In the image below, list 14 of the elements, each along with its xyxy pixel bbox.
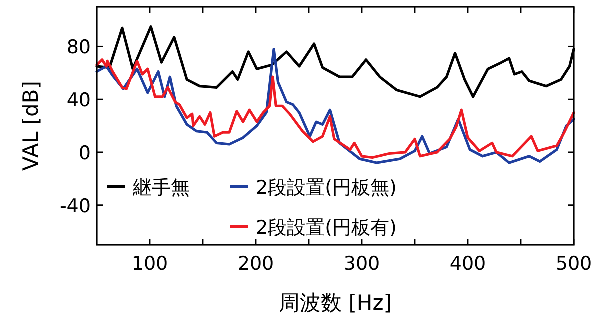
- legend-label: 2段設置(円板無): [256, 177, 397, 199]
- legend-label: 継手無: [132, 177, 190, 199]
- y-tick-label: 0: [78, 142, 91, 164]
- y-tick-label: 80: [66, 36, 91, 59]
- x-tick-label: 100: [132, 253, 168, 275]
- x-tick-label: 300: [344, 253, 380, 275]
- y-tick-label: 40: [66, 90, 91, 112]
- x-tick-label: 500: [556, 253, 592, 275]
- x-tick-label: 200: [238, 253, 274, 275]
- x-axis-title: 周波数 [Hz]: [279, 291, 392, 315]
- x-tick-label: 400: [450, 253, 486, 275]
- legend-label: 2段設置(円板有): [256, 217, 397, 239]
- y-axis-title: VAL [dB]: [19, 81, 43, 171]
- y-tick-label: -40: [60, 195, 91, 218]
